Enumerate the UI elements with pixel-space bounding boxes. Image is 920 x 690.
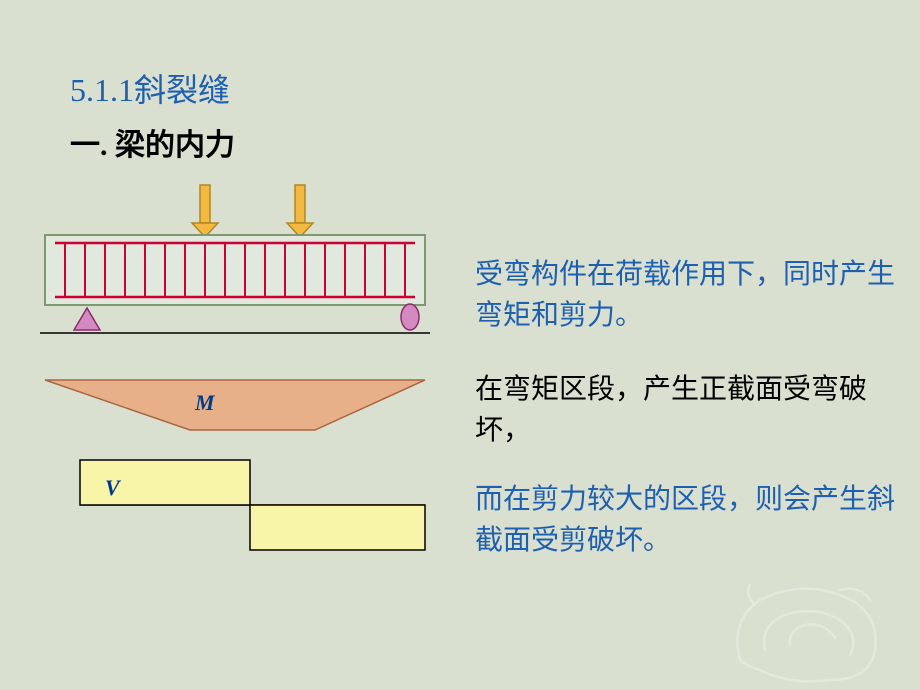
section-number: 5.1.1 — [70, 72, 134, 108]
paragraph-3: 而在剪力较大的区段，则会产生斜截面受剪破坏。 — [475, 480, 895, 561]
svg-text:V: V — [105, 475, 122, 500]
section-title: 斜裂缝 — [134, 72, 230, 108]
subtitle: 一. 梁的内力 — [70, 120, 235, 164]
svg-text:M: M — [194, 390, 216, 415]
paragraph-2: 在弯矩区段，产生正截面受弯破坏， — [475, 370, 895, 451]
paragraph-1: 受弯构件在荷载作用下，同时产生弯矩和剪力。 — [475, 255, 895, 336]
diagram-container: MV — [35, 170, 445, 610]
section-heading: 5.1.1斜裂缝 — [70, 65, 230, 111]
beam-diagram-svg: MV — [35, 170, 445, 610]
watermark-icon — [710, 550, 910, 690]
